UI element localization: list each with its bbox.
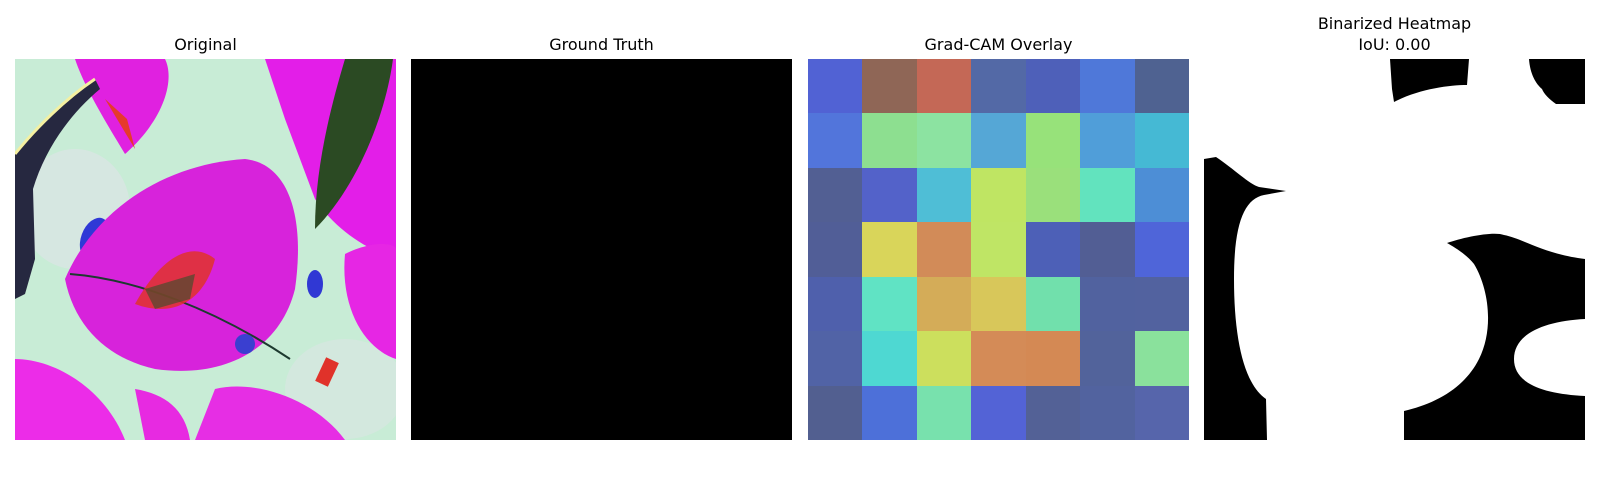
gradcam-cell bbox=[1134, 331, 1189, 386]
gradcam-cell bbox=[1080, 113, 1135, 168]
gradcam-cell bbox=[1134, 59, 1189, 114]
gradcam-cell bbox=[808, 167, 863, 223]
gradcam-cell bbox=[1134, 222, 1189, 277]
gradcam-cell bbox=[862, 59, 917, 114]
gradcam-cell bbox=[916, 276, 972, 332]
gradcam-cell bbox=[916, 385, 972, 440]
gradcam-cell bbox=[862, 331, 917, 386]
gradcam-cell bbox=[862, 113, 917, 168]
gradcam-cell bbox=[808, 59, 863, 114]
original-image bbox=[15, 59, 396, 440]
gradcam-cell bbox=[971, 276, 1026, 332]
gradcam-cell bbox=[916, 59, 972, 114]
gradcam-cell bbox=[1134, 276, 1189, 332]
gradcam-cell bbox=[971, 385, 1026, 440]
gradcam-cell bbox=[971, 59, 1026, 114]
gradcam-cell bbox=[971, 222, 1026, 277]
gradcam-cell bbox=[1134, 385, 1189, 440]
leaf-image bbox=[15, 59, 396, 440]
gradcam-cell bbox=[1025, 59, 1081, 114]
gradcam-cell bbox=[862, 222, 917, 277]
gradcam-cell bbox=[1025, 276, 1081, 332]
gradcam-cell bbox=[916, 222, 972, 277]
gradcam-cell bbox=[862, 167, 917, 223]
ground-truth-title: Ground Truth bbox=[549, 35, 654, 54]
gradcam-cell bbox=[808, 222, 863, 277]
ground-truth-mask bbox=[411, 59, 792, 440]
gradcam-cell bbox=[971, 113, 1026, 168]
gradcam-cell bbox=[1025, 331, 1081, 386]
gradcam-cell bbox=[808, 113, 863, 168]
gradcam-cell bbox=[1025, 167, 1081, 223]
binarized-mask bbox=[1204, 59, 1585, 440]
gradcam-cell bbox=[971, 331, 1026, 386]
gradcam-overlay bbox=[808, 59, 1189, 440]
iou-label: IoU: 0.00 bbox=[1358, 35, 1431, 54]
gradcam-cell bbox=[1080, 59, 1135, 114]
gradcam-cell bbox=[1080, 385, 1135, 440]
gradcam-cell bbox=[971, 167, 1026, 223]
gradcam-cell bbox=[1134, 113, 1189, 168]
gradcam-cell bbox=[1080, 222, 1135, 277]
gradcam-cell bbox=[916, 167, 972, 223]
gradcam-cell bbox=[1025, 385, 1081, 440]
gradcam-cell bbox=[916, 331, 972, 386]
gradcam-cell bbox=[1134, 167, 1189, 223]
gradcam-cell bbox=[1080, 167, 1135, 223]
gradcam-title: Grad-CAM Overlay bbox=[924, 35, 1073, 54]
gradcam-cell bbox=[862, 276, 917, 332]
binarized-title: Binarized Heatmap bbox=[1317, 14, 1472, 33]
gradcam-cell bbox=[1080, 331, 1135, 386]
gradcam-cell bbox=[808, 385, 863, 440]
gradcam-grid bbox=[808, 59, 1189, 440]
binarized-heatmap bbox=[1204, 59, 1585, 440]
gradcam-cell bbox=[862, 385, 917, 440]
gradcam-cell bbox=[808, 331, 863, 386]
gradcam-cell bbox=[916, 113, 972, 168]
gradcam-cell bbox=[1025, 222, 1081, 277]
gradcam-cell bbox=[808, 276, 863, 332]
gradcam-cell bbox=[1080, 276, 1135, 332]
gradcam-cell bbox=[1025, 113, 1081, 168]
original-title: Original bbox=[174, 35, 237, 54]
